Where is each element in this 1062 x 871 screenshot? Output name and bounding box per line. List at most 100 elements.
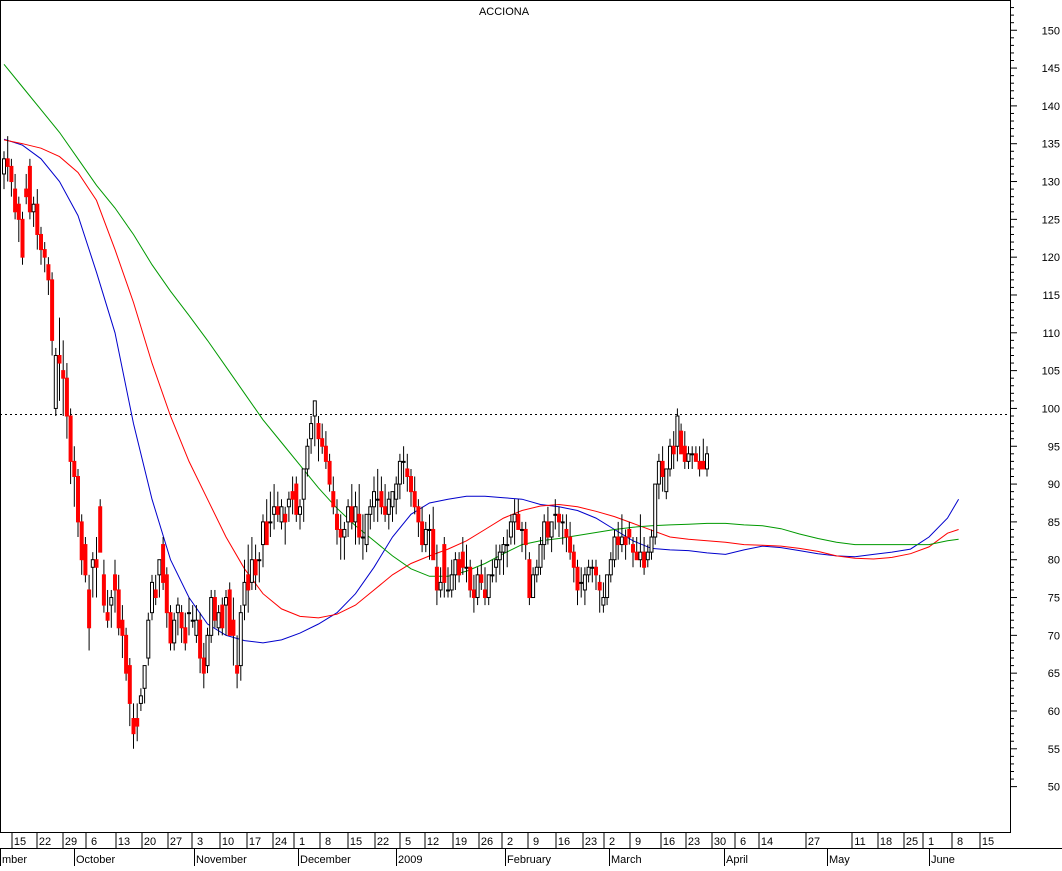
candle xyxy=(120,605,125,659)
candle-body-down xyxy=(671,445,676,455)
candle xyxy=(645,544,650,568)
candle xyxy=(349,484,354,530)
price-tick-label: 130 xyxy=(1042,177,1060,189)
candle xyxy=(568,521,573,560)
candle-body-up xyxy=(364,513,369,546)
candle-body-up xyxy=(375,498,380,501)
candle-body-down xyxy=(131,718,136,735)
candle-body-down xyxy=(16,203,21,220)
candle-body-down xyxy=(198,619,203,659)
candle xyxy=(627,521,632,545)
candle xyxy=(660,446,665,492)
candle-body-up xyxy=(638,551,643,561)
candle xyxy=(190,605,195,628)
candle-body-up xyxy=(394,483,399,500)
candle-body-down xyxy=(616,536,621,546)
date-tick-label: 6 xyxy=(740,836,746,848)
candle xyxy=(582,567,587,606)
candle xyxy=(146,612,151,666)
candle-body-up xyxy=(497,551,502,561)
candle xyxy=(379,476,384,515)
candle-body-down xyxy=(697,460,702,470)
candle-body-up xyxy=(31,203,36,213)
candle-body-up xyxy=(438,581,443,591)
candle xyxy=(668,438,672,477)
candle-body-down xyxy=(64,377,69,417)
candle-body-up xyxy=(390,491,395,508)
month-label: mber xyxy=(2,854,27,866)
month-label: June xyxy=(931,854,955,866)
candle-body-up xyxy=(309,423,314,440)
candle-body-down xyxy=(24,188,29,198)
candle xyxy=(31,196,36,227)
candle-body-up xyxy=(619,536,624,546)
candlestick-layer xyxy=(2,136,709,749)
candle xyxy=(690,446,695,469)
date-tick-label: 29 xyxy=(65,836,77,848)
moving-average-layer xyxy=(3,63,960,644)
date-tick-label: 1 xyxy=(928,836,934,848)
price-tick-label: 150 xyxy=(1042,25,1060,37)
candle xyxy=(2,151,6,190)
candle xyxy=(68,408,73,485)
candle-body-up xyxy=(501,544,506,553)
candle xyxy=(20,211,25,265)
date-tick-label: 12 xyxy=(427,836,439,848)
candle xyxy=(164,567,169,628)
candle xyxy=(135,703,140,742)
candle xyxy=(664,468,669,500)
date-tick-label: 18 xyxy=(880,836,892,848)
candle xyxy=(490,559,495,583)
candle-body-down xyxy=(627,528,632,538)
candle-body-down xyxy=(634,551,639,561)
date-tick-label: 20 xyxy=(144,836,156,848)
candle-body-down xyxy=(379,491,384,508)
candle xyxy=(157,559,162,598)
candle xyxy=(342,521,347,560)
candle xyxy=(64,363,69,439)
candle-body-down xyxy=(294,483,299,515)
candle xyxy=(246,544,251,613)
price-tick-label: 110 xyxy=(1042,328,1060,340)
candle xyxy=(501,537,506,575)
candle-body-up xyxy=(268,521,273,524)
candle-body-down xyxy=(113,574,117,591)
candle xyxy=(686,446,691,469)
candle-body-down xyxy=(545,521,550,538)
candle-body-down xyxy=(516,513,521,530)
candle xyxy=(649,529,654,560)
date-tick-label: 15 xyxy=(350,836,362,848)
date-tick-label: 22 xyxy=(39,836,51,848)
candle-body-down xyxy=(164,574,169,614)
candle-body-down xyxy=(483,589,487,599)
candle xyxy=(161,537,166,590)
price-tick-label: 70 xyxy=(1048,630,1060,642)
candle xyxy=(131,703,136,749)
candle-body-up xyxy=(90,559,95,568)
month-label: May xyxy=(829,854,850,866)
candle xyxy=(508,514,513,545)
candle-body-down xyxy=(460,551,465,568)
candle-body-down xyxy=(331,491,336,508)
candle-body-down xyxy=(564,528,569,538)
candle xyxy=(390,491,395,522)
candle-body-down xyxy=(13,188,18,213)
candle-body-down xyxy=(168,612,173,644)
candle-body-down xyxy=(231,619,236,636)
candle xyxy=(409,468,413,507)
candle-body-down xyxy=(316,423,321,440)
candle xyxy=(205,627,210,674)
candle-body-up xyxy=(175,604,180,614)
price-tick-label: 95 xyxy=(1048,441,1060,453)
candle-body-down xyxy=(575,566,580,591)
candle-body-down xyxy=(246,574,251,591)
month-label: March xyxy=(611,854,642,866)
candle-body-down xyxy=(682,445,687,462)
candle-body-down xyxy=(212,597,217,621)
candle xyxy=(116,574,121,636)
candle xyxy=(57,317,62,401)
candle xyxy=(693,446,698,462)
candle-body-up xyxy=(249,559,254,583)
candle-body-down xyxy=(35,203,40,235)
